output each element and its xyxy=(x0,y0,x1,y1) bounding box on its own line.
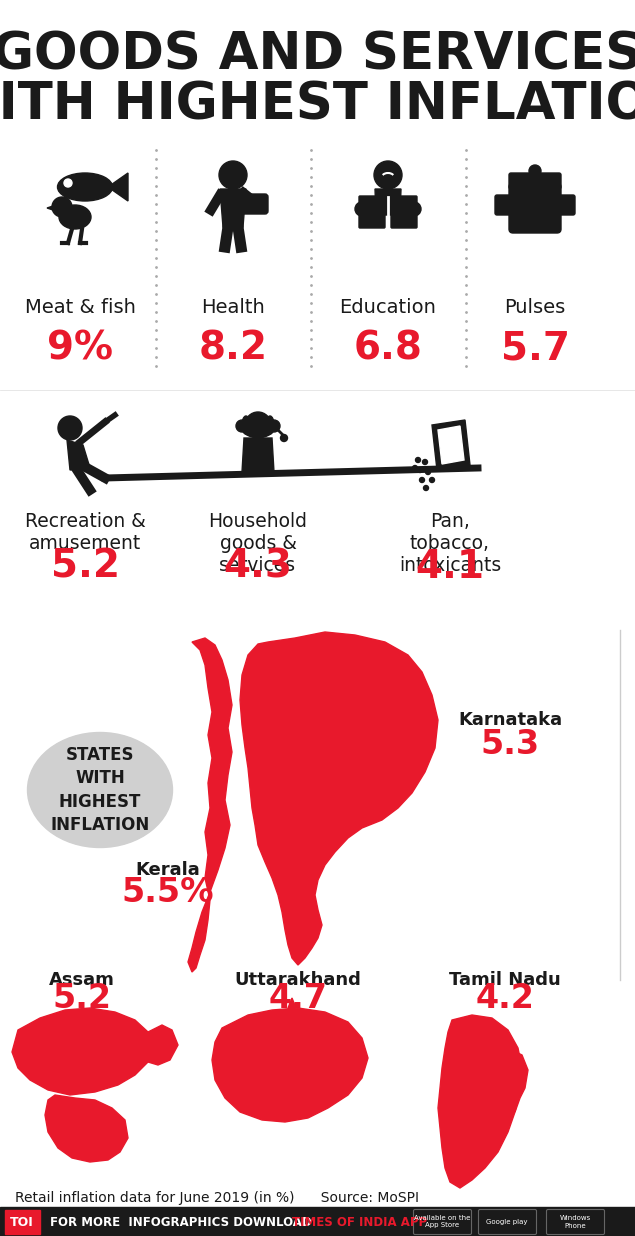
Text: Education: Education xyxy=(340,298,436,316)
Polygon shape xyxy=(288,997,296,1009)
Text: Recreation &
amusement: Recreation & amusement xyxy=(25,512,145,552)
Polygon shape xyxy=(240,632,438,965)
Polygon shape xyxy=(375,189,401,215)
Circle shape xyxy=(425,470,431,475)
Text: TOI: TOI xyxy=(10,1215,34,1229)
Ellipse shape xyxy=(242,417,250,434)
Text: 8.2: 8.2 xyxy=(199,330,267,368)
Text: Windows
Phone: Windows Phone xyxy=(559,1215,591,1229)
Circle shape xyxy=(407,201,421,216)
Text: Available on the
App Store: Available on the App Store xyxy=(414,1215,470,1229)
Ellipse shape xyxy=(27,733,173,848)
FancyBboxPatch shape xyxy=(509,173,561,189)
Text: 5.2: 5.2 xyxy=(53,981,112,1015)
FancyBboxPatch shape xyxy=(509,183,561,234)
Circle shape xyxy=(429,477,434,482)
Circle shape xyxy=(219,161,247,189)
Polygon shape xyxy=(438,426,464,464)
Polygon shape xyxy=(108,173,128,201)
Polygon shape xyxy=(432,420,470,470)
Circle shape xyxy=(58,417,82,440)
Circle shape xyxy=(422,460,427,465)
Text: 5.2: 5.2 xyxy=(51,548,119,586)
Circle shape xyxy=(420,477,425,482)
Polygon shape xyxy=(148,1025,178,1065)
Polygon shape xyxy=(12,1009,152,1095)
Polygon shape xyxy=(45,1095,128,1162)
Text: Pan,
tobacco,
intoxicants: Pan, tobacco, intoxicants xyxy=(399,512,501,575)
Text: Retail inflation data for June 2019 (in %)      Source: MoSPI: Retail inflation data for June 2019 (in … xyxy=(15,1192,419,1205)
Ellipse shape xyxy=(59,205,91,229)
Circle shape xyxy=(415,457,420,462)
Text: 4.3: 4.3 xyxy=(224,548,293,586)
Circle shape xyxy=(413,466,417,471)
Text: Pulses: Pulses xyxy=(504,298,566,316)
FancyBboxPatch shape xyxy=(5,1210,40,1234)
Text: WITH HIGHEST INFLATION: WITH HIGHEST INFLATION xyxy=(0,80,635,130)
Polygon shape xyxy=(47,206,53,210)
FancyBboxPatch shape xyxy=(555,195,575,215)
Polygon shape xyxy=(67,440,90,470)
Text: 6.8: 6.8 xyxy=(354,330,422,368)
Ellipse shape xyxy=(58,173,112,201)
Text: Karnataka: Karnataka xyxy=(458,711,562,729)
Circle shape xyxy=(281,435,288,441)
Polygon shape xyxy=(212,1009,368,1122)
Text: Tamil Nadu: Tamil Nadu xyxy=(449,971,561,989)
Text: 5.5%: 5.5% xyxy=(122,876,214,910)
Circle shape xyxy=(64,179,72,187)
Text: STATES
WITH
HIGHEST
INFLATION: STATES WITH HIGHEST INFLATION xyxy=(50,745,150,834)
Circle shape xyxy=(236,420,248,433)
Text: 4.2: 4.2 xyxy=(476,981,535,1015)
Circle shape xyxy=(417,467,422,472)
Text: Kerala: Kerala xyxy=(136,861,201,879)
FancyBboxPatch shape xyxy=(359,197,385,227)
Text: 9%: 9% xyxy=(47,330,113,368)
Polygon shape xyxy=(188,638,232,971)
Text: Health: Health xyxy=(201,298,265,316)
Text: Household
goods &
services: Household goods & services xyxy=(208,512,307,575)
Polygon shape xyxy=(508,1048,528,1112)
FancyBboxPatch shape xyxy=(238,194,268,214)
FancyBboxPatch shape xyxy=(495,195,515,215)
FancyBboxPatch shape xyxy=(391,197,417,227)
Circle shape xyxy=(529,164,541,177)
FancyBboxPatch shape xyxy=(0,1208,635,1236)
Text: 4.1: 4.1 xyxy=(415,548,485,586)
Text: Meat & fish: Meat & fish xyxy=(25,298,135,316)
Circle shape xyxy=(245,412,271,438)
Circle shape xyxy=(374,161,402,189)
Circle shape xyxy=(355,201,369,216)
Text: Uttarakhand: Uttarakhand xyxy=(234,971,361,989)
Text: FOR MORE  INFOGRAPHICS DOWNLOAD: FOR MORE INFOGRAPHICS DOWNLOAD xyxy=(50,1215,316,1229)
Ellipse shape xyxy=(266,417,274,434)
Text: 5.3: 5.3 xyxy=(481,728,540,761)
Circle shape xyxy=(268,420,280,433)
Polygon shape xyxy=(242,438,274,472)
Text: 5.7: 5.7 xyxy=(500,330,570,368)
Text: 4.7: 4.7 xyxy=(269,981,328,1015)
Circle shape xyxy=(52,197,72,218)
Polygon shape xyxy=(438,1015,522,1188)
Circle shape xyxy=(424,486,429,491)
Text: TIMES OF INDIA APP: TIMES OF INDIA APP xyxy=(292,1215,427,1229)
Text: Google play: Google play xyxy=(486,1219,528,1225)
Text: GOODS AND SERVICES: GOODS AND SERVICES xyxy=(0,30,635,80)
Polygon shape xyxy=(220,189,246,227)
Text: Assam: Assam xyxy=(49,971,115,989)
